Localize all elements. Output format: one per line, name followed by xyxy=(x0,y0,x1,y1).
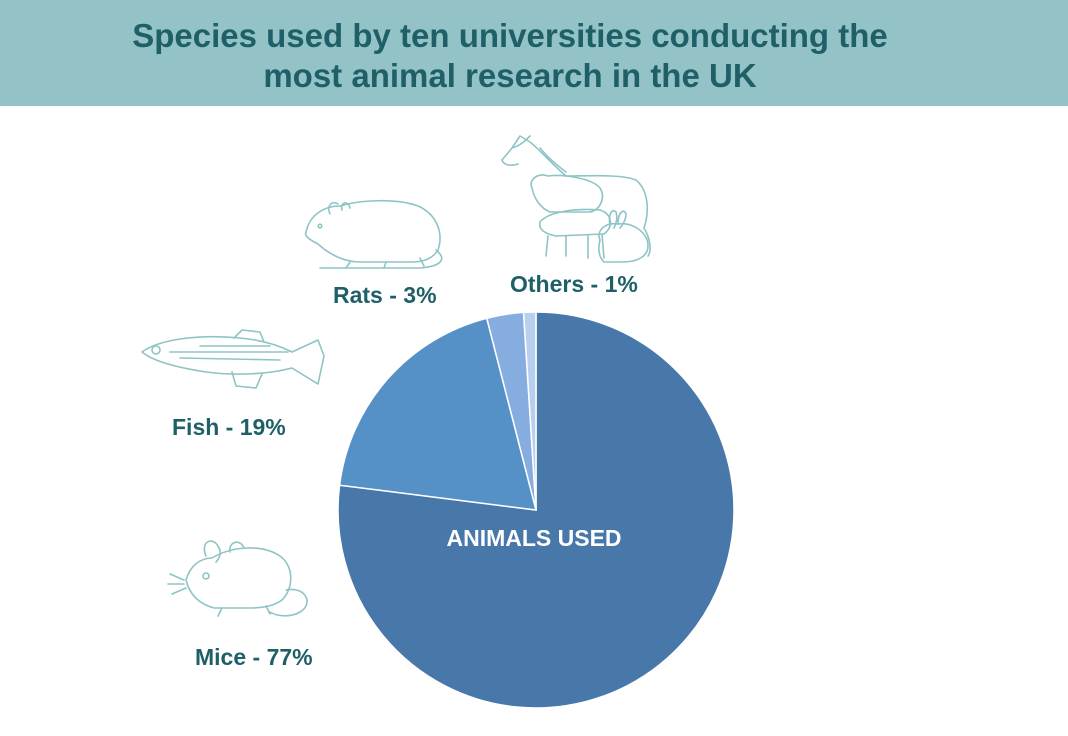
slice-label-others: Others - 1% xyxy=(510,271,638,297)
horse-sheep-pig-rabbit-sketch-icon xyxy=(501,135,651,263)
title-banner: Species used by ten universities conduct… xyxy=(0,0,1068,106)
fish-sketch-icon xyxy=(141,329,325,389)
slice-label-rats: Rats - 3% xyxy=(333,282,437,308)
pie-slice-others xyxy=(522,311,537,511)
pie-slice-fish xyxy=(338,317,538,511)
slice-label-fish: Fish - 19% xyxy=(172,414,286,440)
pie-slice-mice xyxy=(337,311,735,709)
chart-title-line-2: most animal research in the UK xyxy=(263,57,757,94)
pie-center-label: ANIMALS USED xyxy=(446,525,621,551)
chart-title: Species used by ten universities conduct… xyxy=(40,16,980,96)
mouse-sketch-icon xyxy=(167,540,308,617)
rat-sketch-icon xyxy=(304,199,443,269)
slice-label-mice: Mice - 77% xyxy=(195,644,313,670)
chart-title-line-1: Species used by ten universities conduct… xyxy=(132,17,888,54)
pie-slices xyxy=(337,311,735,709)
